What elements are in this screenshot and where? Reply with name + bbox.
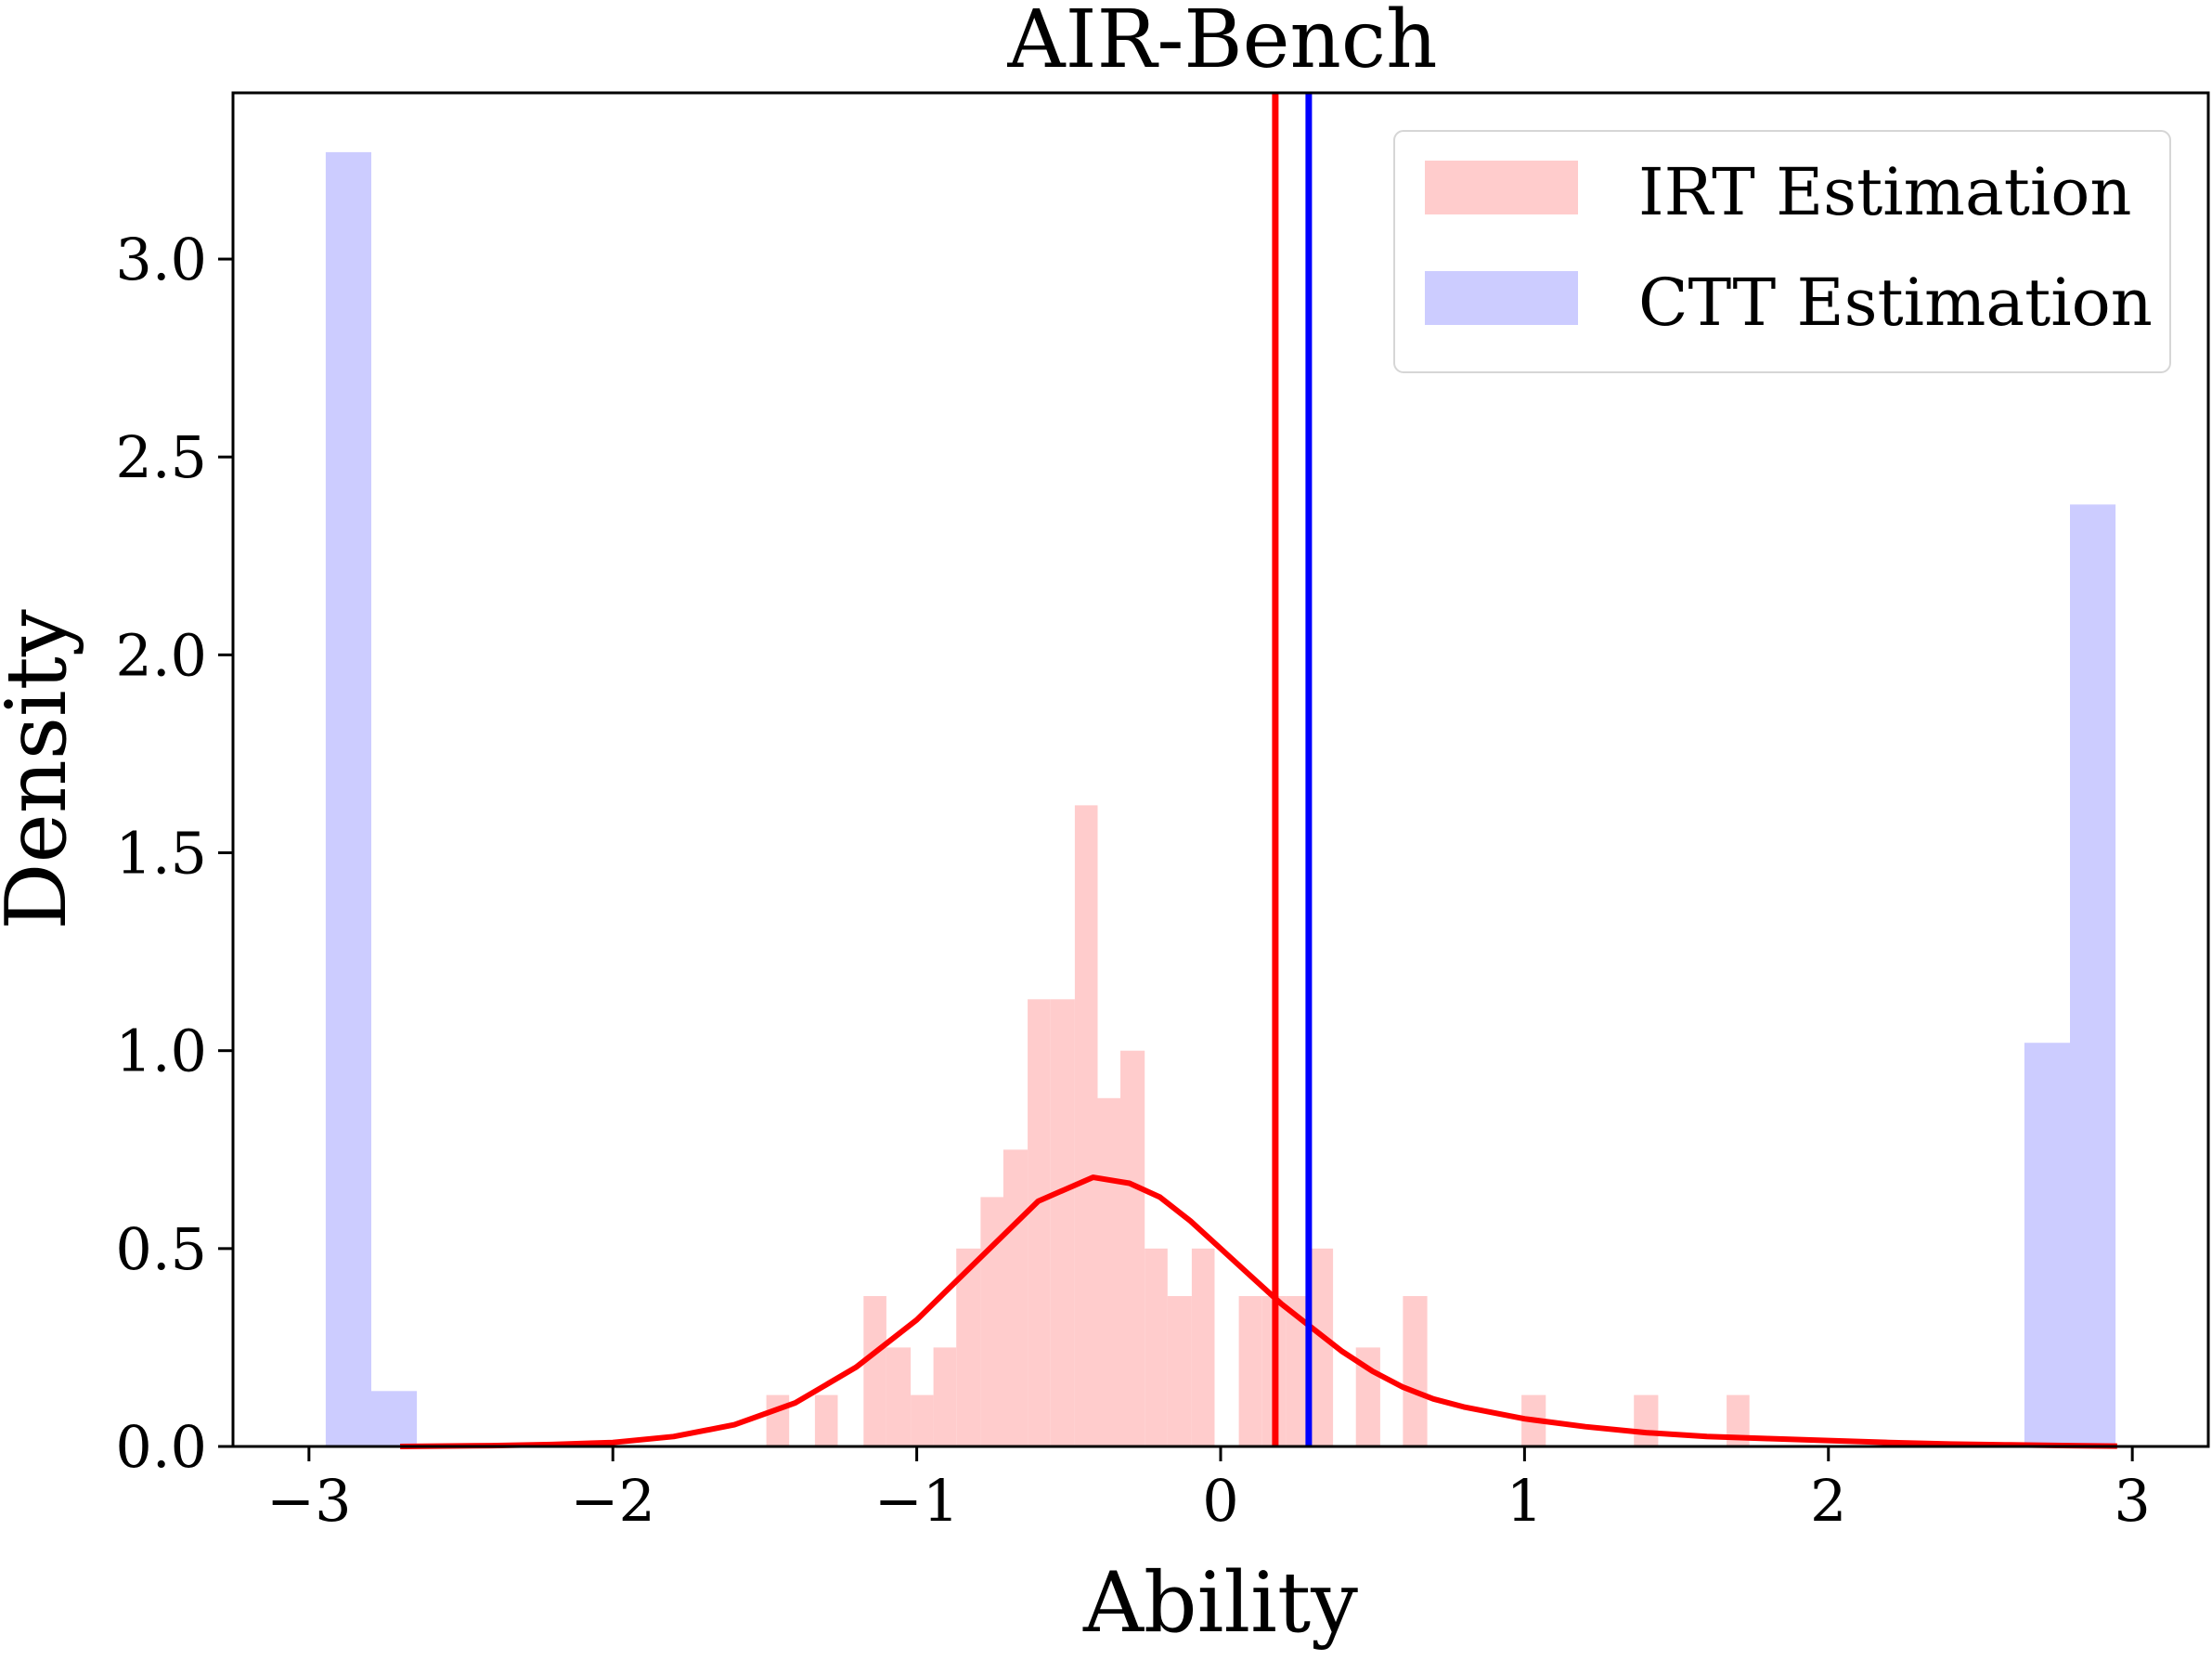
density-curve-layer: [400, 1174, 2117, 1449]
irt-bar-4: [911, 1394, 934, 1446]
mean-lines-layer: [1272, 93, 1313, 1446]
irt-bar-11: [1074, 805, 1098, 1446]
ctt-bar-2: [2024, 1043, 2070, 1446]
ctt-histogram: [325, 151, 2116, 1446]
y-tick-label-3: 1.5: [115, 820, 207, 888]
x-tick-label-5: 2: [1810, 1467, 1846, 1535]
x-tick-label-3: 0: [1202, 1467, 1238, 1535]
irt-bar-24: [1634, 1394, 1659, 1446]
y-tick-label-0: 0.0: [115, 1413, 207, 1481]
irt-bar-0: [766, 1394, 790, 1446]
y-tick-label-2: 1.0: [115, 1018, 207, 1085]
x-axis-ticks: −3 −2 −1 0 1 2 3: [266, 1446, 2151, 1535]
irt-bar-3: [886, 1347, 912, 1446]
irt-bar-6: [956, 1248, 981, 1446]
irt-bar-1: [814, 1394, 838, 1446]
x-axis-label: Ability: [1082, 1554, 1358, 1652]
legend-frame: [1393, 130, 2171, 373]
chart-title: AIR-Bench: [1007, 0, 1438, 86]
irt-histogram: [766, 805, 1750, 1446]
irt-bar-8: [1003, 1149, 1028, 1446]
irt-bar-17: [1238, 1296, 1262, 1446]
y-tick-label-5: 2.5: [115, 423, 207, 491]
irt-bar-10: [1050, 999, 1075, 1446]
legend-swatch-irt: [1425, 161, 1578, 214]
irt-bar-13: [1120, 1050, 1145, 1446]
irt-bar-12: [1097, 1097, 1120, 1446]
irt-bar-16: [1191, 1248, 1215, 1446]
irt-bar-14: [1145, 1248, 1168, 1446]
x-tick-label-4: 1: [1507, 1467, 1543, 1535]
legend-label-ctt: CTT Estimation: [1638, 265, 2153, 341]
x-tick-label-0: −3: [266, 1467, 351, 1535]
x-tick-label-6: 3: [2114, 1467, 2150, 1535]
irt-bar-20: [1308, 1248, 1334, 1446]
irt-bar-9: [1028, 999, 1051, 1446]
y-tick-label-4: 2.0: [115, 621, 207, 689]
ctt-bar-3: [2070, 504, 2116, 1446]
irt-bar-22: [1403, 1296, 1428, 1446]
x-tick-label-2: −1: [874, 1467, 959, 1535]
ctt-bar-0: [325, 151, 371, 1446]
irt-bar-15: [1167, 1296, 1192, 1446]
legend: IRT Estimation CTT Estimation: [1393, 130, 2171, 373]
irt-bar-2: [863, 1296, 886, 1446]
y-tick-label-1: 0.5: [115, 1215, 207, 1283]
y-axis-ticks: 0.0 0.5 1.0 1.5 2.0 2.5 3.0: [115, 226, 233, 1481]
irt-bar-5: [933, 1347, 957, 1446]
irt-density-curve: [400, 1174, 2117, 1449]
legend-swatch-ctt: [1425, 271, 1578, 325]
ctt-bar-1: [371, 1391, 418, 1446]
y-axis-label: Density: [0, 609, 85, 930]
legend-label-irt: IRT Estimation: [1638, 154, 2131, 230]
y-tick-label-6: 3.0: [115, 226, 207, 293]
irt-bar-7: [980, 1197, 1003, 1446]
x-tick-label-1: −2: [571, 1467, 655, 1535]
